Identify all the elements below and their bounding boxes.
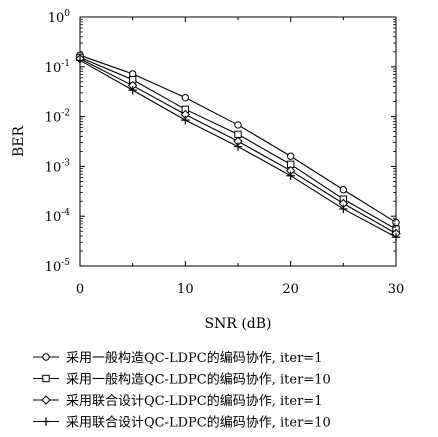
legend-label-3: 采用联合设计QC-LDPC的编码协作, iter=10 [66,415,331,431]
series-3-point-6 [391,232,401,242]
series-3-point-1 [128,85,137,95]
legend-label-0: 采用一般构造QC-LDPC的编码协作, iter=1 [66,350,322,366]
legend-label-2: 采用联合设计QC-LDPC的编码协作, iter=1 [66,393,322,409]
series-3-point-3 [233,142,243,151]
series-0-point-6 [392,218,400,227]
y-tick-label-0: 100 [48,9,71,26]
x-tick-label-0: 0 [76,282,84,297]
y-axis-label: BER [11,126,27,158]
y-tick-label-5: 10-5 [45,258,71,275]
series-0-point-4 [286,152,295,160]
y-tick-label-1: 10-1 [45,59,70,76]
legend-label-1: 采用一般构造QC-LDPC的编码协作, iter=10 [66,372,331,388]
legend-marker-3 [41,417,51,426]
series-3-point-2 [181,115,190,125]
x-tick-label-3: 30 [388,282,405,297]
x-tick-label-2: 20 [282,282,299,297]
series-0-point-5 [339,186,348,194]
series-0-point-2 [181,93,190,102]
legend: 采用一般构造QC-LDPC的编码协作, iter=1 采用一般构造QC-LDPC的… [33,350,331,431]
series-3-point-4 [286,171,295,180]
legend-marker-0 [42,353,50,361]
series-3-point-0 [75,56,85,65]
legend-marker-2 [41,395,51,405]
legend-marker-1 [42,374,50,383]
y-tick-label-4: 10-4 [45,208,71,225]
y-tick-label-2: 10-2 [45,109,70,126]
series-0-point-3 [234,121,242,129]
x-axis-label: SNR (dB) [204,316,271,332]
y-tick-label-3: 10-3 [45,158,71,175]
x-tick-label-1: 10 [177,282,194,297]
series-3-point-5 [339,204,348,214]
